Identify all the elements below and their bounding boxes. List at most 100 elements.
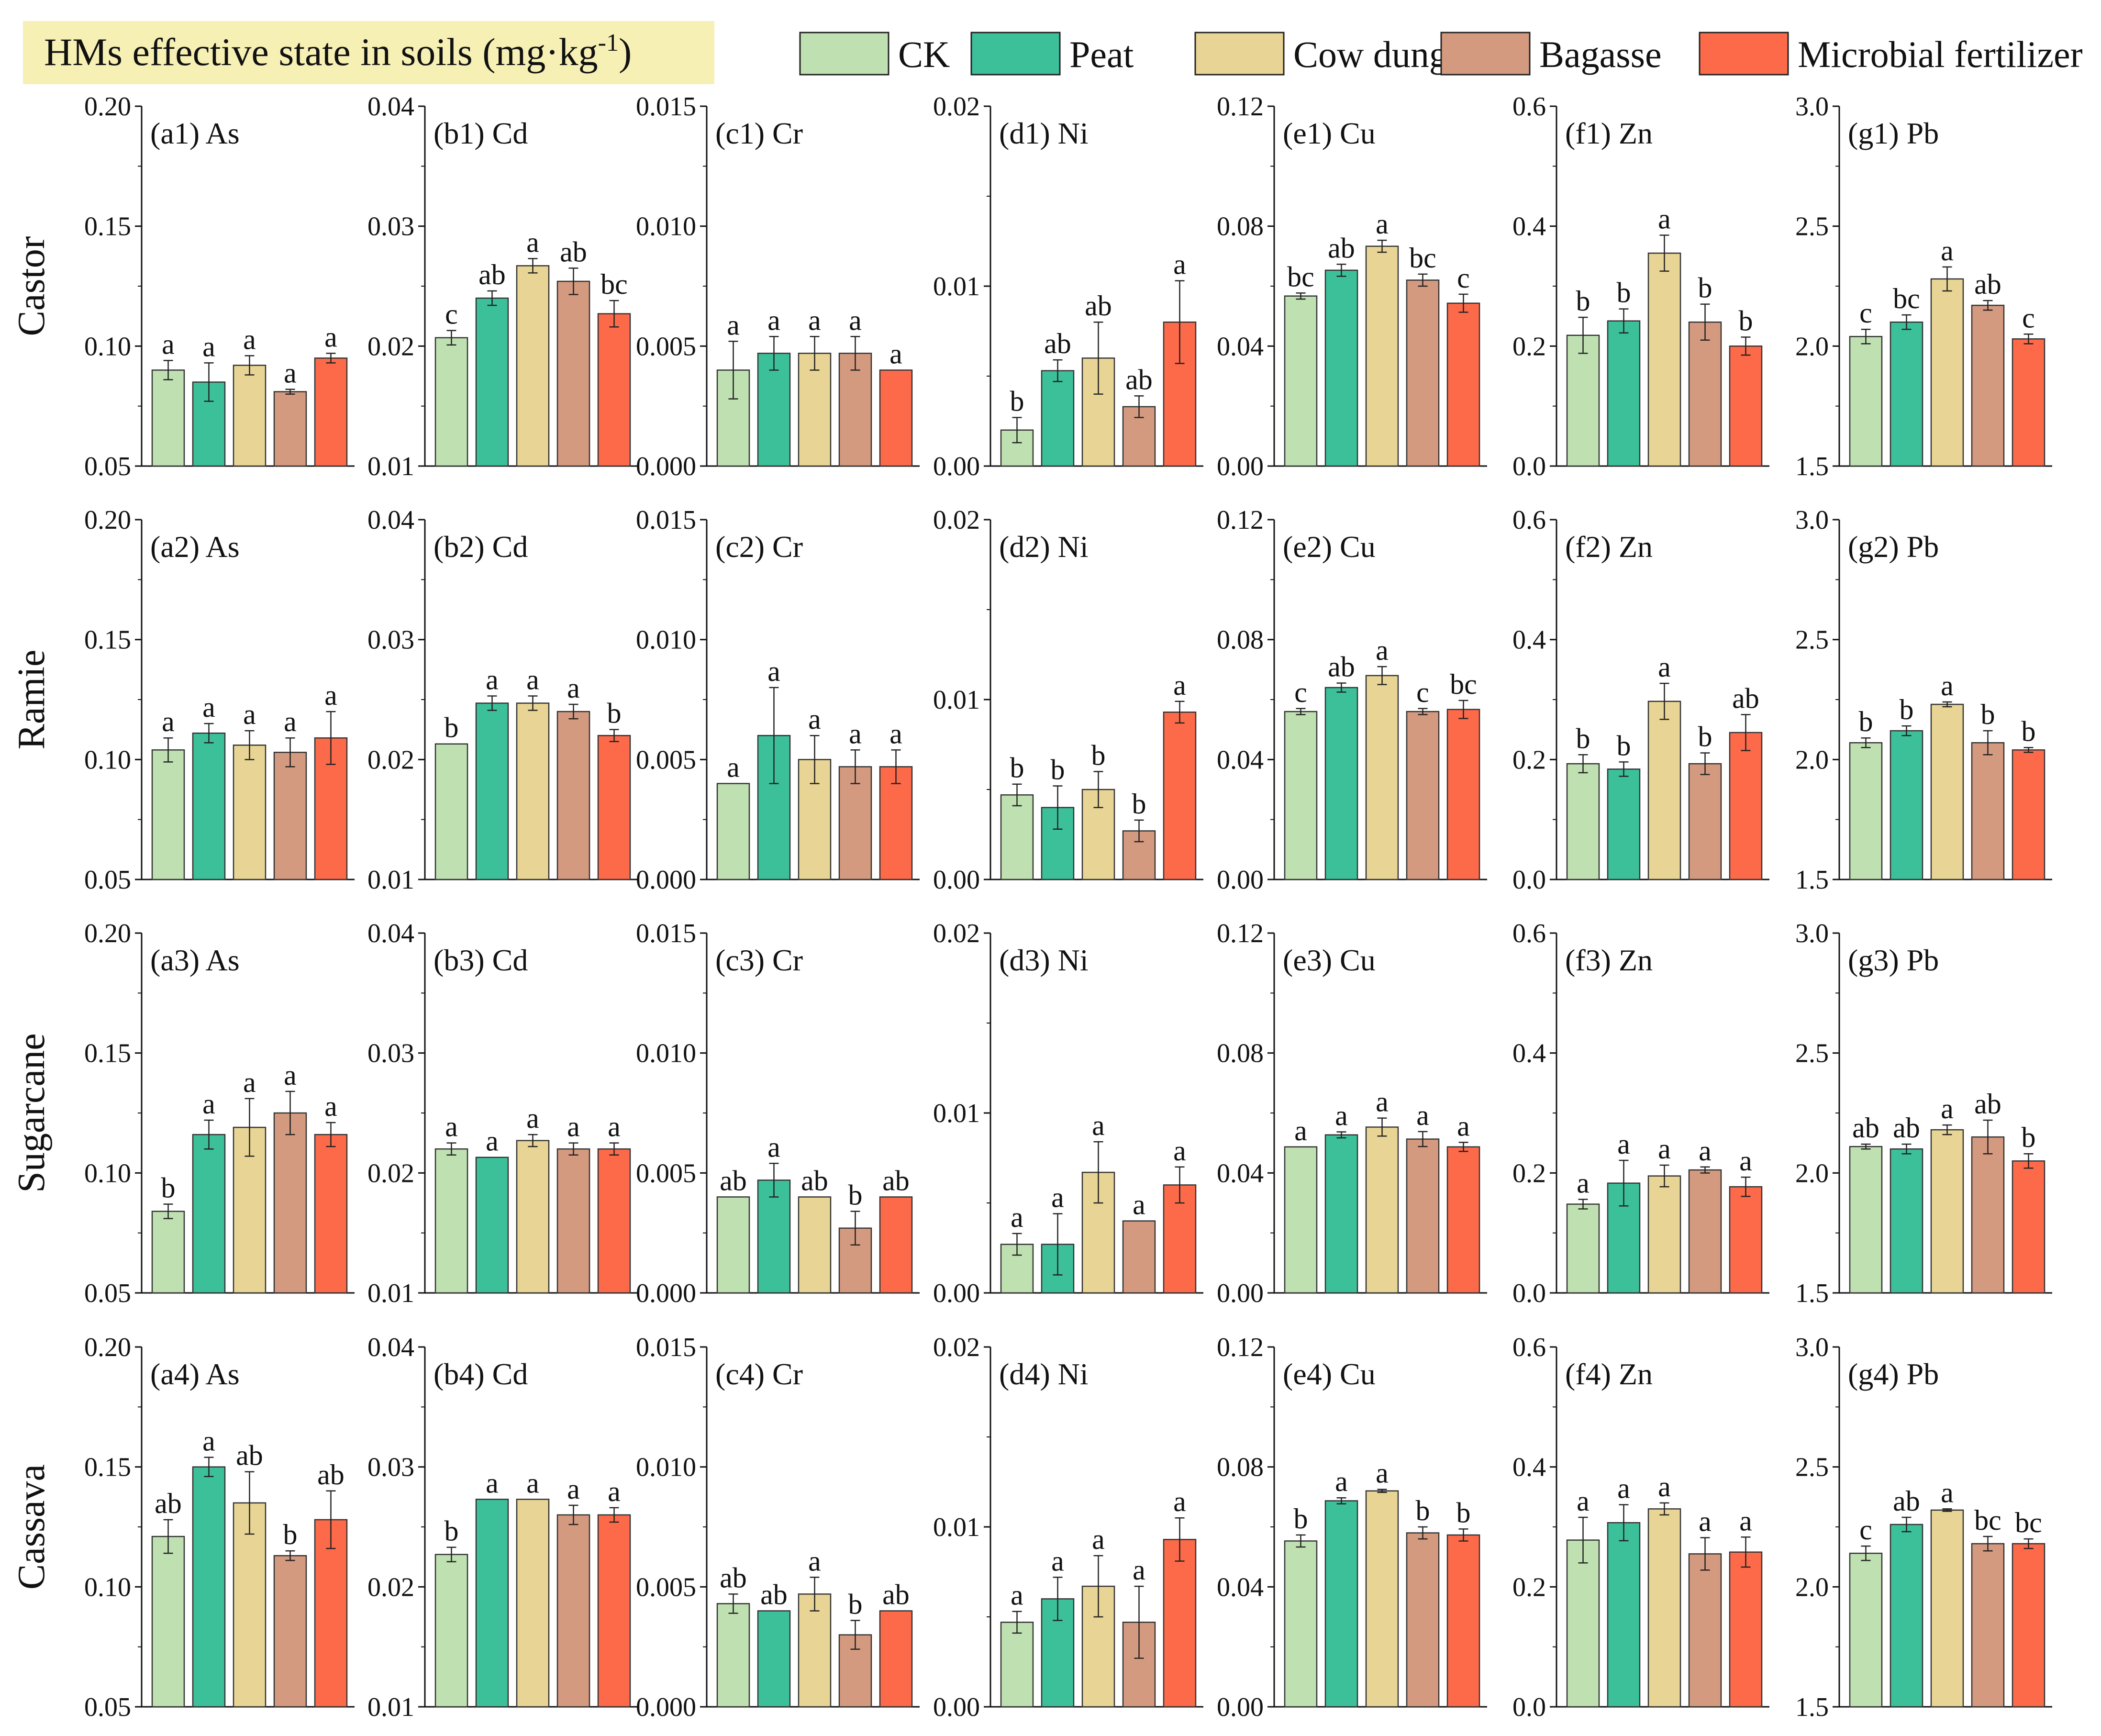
significance-letter: a <box>1133 1554 1145 1586</box>
y-tick-label: 1.5 <box>1795 452 1829 481</box>
bar-ck <box>1284 711 1318 880</box>
bar-cow-dung <box>516 265 550 467</box>
y-tick-label: 0.04 <box>367 92 414 122</box>
y-tick-label: 0.02 <box>367 332 414 361</box>
significance-letter: a <box>486 1125 499 1157</box>
significance-letter: b <box>1091 739 1106 771</box>
significance-letter: a <box>1335 1466 1348 1497</box>
panel-label: (e1) Cu <box>1283 116 1376 150</box>
y-tick-label: 0.00 <box>933 452 980 481</box>
panel-label: (g2) Pb <box>1848 530 1939 564</box>
y-tick-label: 0.010 <box>636 212 696 242</box>
significance-letter: b <box>1739 305 1753 337</box>
significance-letter: b <box>1859 706 1873 737</box>
panel-label: (g1) Pb <box>1848 116 1939 150</box>
bar-bagasse <box>1406 1532 1440 1708</box>
bar-ck <box>151 1211 185 1294</box>
bar-bagasse <box>556 1148 590 1294</box>
bar-peat <box>475 297 509 467</box>
bar-cow-dung <box>1930 703 1964 880</box>
significance-letter: ab <box>1893 1485 1920 1517</box>
y-tick-label: 1.5 <box>1795 865 1829 895</box>
significance-letter: bc <box>1409 242 1436 274</box>
bar-cow-dung <box>1930 1129 1964 1294</box>
significance-letter: ab <box>155 1488 182 1519</box>
y-tick-label: 2.5 <box>1795 212 1829 242</box>
significance-letter: c <box>445 299 458 330</box>
y-tick-label: 2.0 <box>1795 745 1829 775</box>
y-tick-label: 2.0 <box>1795 1158 1829 1188</box>
significance-letter: b <box>1617 730 1631 761</box>
bar-ck <box>434 743 468 880</box>
significance-letter: b <box>1576 723 1590 754</box>
bar-peat <box>1324 687 1358 880</box>
significance-letter: a <box>727 751 740 783</box>
bar-peat <box>1607 1522 1641 1708</box>
bar-ck <box>1000 794 1034 880</box>
bar-peat <box>1890 1148 1923 1294</box>
bar-peat <box>757 1610 791 1708</box>
y-tick-label: 3.0 <box>1795 919 1829 948</box>
significance-letter: a <box>1941 235 1954 267</box>
bar-ck <box>1566 1539 1600 1708</box>
bar-ck <box>716 1196 750 1294</box>
y-tick-label: 0.12 <box>1217 505 1264 535</box>
y-tick-label: 0.4 <box>1512 625 1546 655</box>
bar-bagasse <box>1971 742 2005 880</box>
y-tick-label: 0.015 <box>636 919 696 948</box>
figure-title-text: HMs effective state in soils (mg·kg-1) <box>44 29 632 74</box>
bar-bagasse <box>1406 279 1440 467</box>
significance-letter: a <box>608 1476 621 1507</box>
significance-letter: a <box>767 304 780 336</box>
bar-peat <box>475 1157 509 1294</box>
y-tick-label: 0.08 <box>1217 212 1264 242</box>
bar-cow-dung <box>1647 1175 1681 1294</box>
significance-letter: a <box>1577 1167 1590 1199</box>
bar-ck <box>1849 336 1883 467</box>
bar-bagasse <box>838 353 872 467</box>
bar-cow-dung <box>1647 701 1681 880</box>
bar-microbial-fertilizer <box>314 1134 348 1294</box>
bar-microbial-fertilizer <box>1446 709 1480 880</box>
significance-letter: a <box>324 321 337 353</box>
y-tick-label: 0.6 <box>1512 92 1546 122</box>
y-tick-label: 0.03 <box>367 625 414 655</box>
bar-bagasse <box>556 280 590 467</box>
bar-microbial-fertilizer <box>1446 1146 1480 1294</box>
bar-peat <box>1890 321 1923 467</box>
bar-microbial-fertilizer <box>1729 732 1763 880</box>
y-tick-label: 0.2 <box>1512 745 1546 775</box>
significance-letter: a <box>1335 1100 1348 1131</box>
panels: 0.050.100.150.20(a1) Asa a aaa0.010.020.03… <box>84 92 2052 1722</box>
significance-letter: a <box>1416 1100 1429 1131</box>
bar-microbial-fertilizer <box>597 1514 631 1708</box>
y-tick-label: 0.15 <box>84 1039 131 1068</box>
y-tick-label: 0.04 <box>367 505 414 535</box>
significance-letter: c <box>2022 302 2035 334</box>
legend-label: Peat <box>1069 33 1134 75</box>
bar-bagasse <box>1688 1553 1722 1708</box>
y-tick-label: 0.12 <box>1217 919 1264 948</box>
bar-cow-dung <box>798 1196 832 1294</box>
bar-bagasse <box>556 711 590 880</box>
significance-letter: a <box>808 304 821 336</box>
title-superscript: -1 <box>598 29 619 56</box>
y-tick-label: 0.15 <box>84 625 131 655</box>
y-tick-label: 0.005 <box>636 1572 696 1602</box>
panel-label: (a2) As <box>150 530 240 564</box>
y-tick-label: 0.05 <box>84 1692 131 1722</box>
significance-letter: a <box>849 718 862 749</box>
bar-cow-dung <box>1930 1509 1964 1708</box>
y-tick-label: 0.010 <box>636 1039 696 1068</box>
bar-peat <box>475 702 509 880</box>
legend-swatch <box>1440 32 1531 76</box>
panel-label: (b4) Cd <box>434 1357 528 1391</box>
y-tick-label: 0.005 <box>636 1158 696 1188</box>
significance-letter: a <box>1092 1110 1105 1141</box>
